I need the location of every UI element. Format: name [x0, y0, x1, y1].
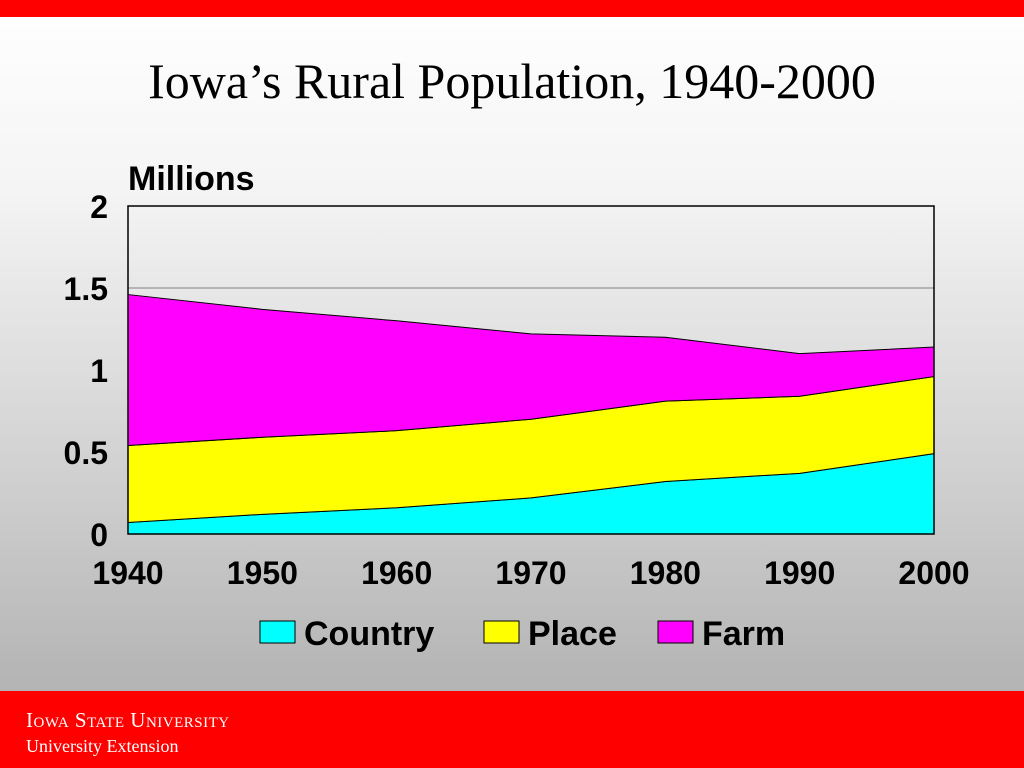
x-tick-labels: 1940 1950 1960 1970 1980 1990 2000 — [92, 555, 969, 591]
plot-frame — [127, 205, 935, 535]
y-tick-label: 2 — [90, 189, 108, 225]
university-wordmark: Iowa State University — [26, 708, 230, 732]
x-tick-label: 2000 — [898, 555, 969, 591]
legend-label: Place — [528, 615, 617, 653]
legend-label: Country — [304, 615, 434, 653]
x-tick-label: 1990 — [764, 555, 835, 591]
y-axis-label: Millions — [128, 160, 255, 198]
series-areas — [127, 294, 935, 535]
footer-bar: Iowa State University University Extensi… — [0, 691, 1024, 768]
y-tick-label: 0 — [90, 517, 108, 553]
x-tick-label: 1950 — [227, 555, 298, 591]
legend-item-farm: Farm — [657, 615, 785, 653]
x-tick-label: 1970 — [495, 555, 566, 591]
legend-swatch — [657, 620, 694, 644]
y-tick-labels: 0 0.5 1 1.5 2 — [64, 189, 108, 553]
y-tick-label: 1 — [90, 353, 108, 389]
x-tick-label: 1940 — [92, 555, 163, 591]
y-tick-label: 1.5 — [64, 271, 108, 307]
legend-swatch — [483, 620, 520, 644]
legend-item-country: Country — [259, 615, 434, 653]
legend-item-place: Place — [483, 615, 617, 653]
y-tick-label: 0.5 — [64, 435, 108, 471]
legend-label: Farm — [702, 615, 785, 653]
legend: Country Place Farm — [259, 615, 785, 653]
x-tick-label: 1960 — [361, 555, 432, 591]
top-accent-bar — [0, 0, 1024, 17]
legend-swatch — [259, 620, 296, 644]
area-chart: Millions 00.511.52 1940 1950 1960 1970 1980 1… — [64, 160, 970, 653]
x-tick-label: 1980 — [630, 555, 701, 591]
extension-label: University Extension — [26, 736, 179, 756]
slide-title: Iowa’s Rural Population, 1940-2000 — [148, 53, 876, 109]
